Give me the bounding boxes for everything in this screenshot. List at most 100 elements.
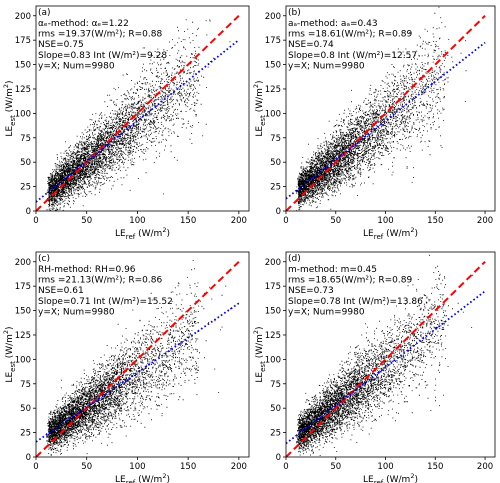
stats-annotation: rms =21.13(W/m²); R=0.86 [38,276,162,286]
x-tick-label: 150 [180,216,196,226]
panel-label: (a) [38,8,51,18]
y-tick-label: 75 [20,380,31,390]
one-to-one-line [36,15,240,211]
y-tick-label: 100 [15,355,31,365]
y-tick-label: 75 [270,134,281,144]
y-tick-label: 25 [20,429,31,439]
y-axis-label: LEest (W/m2) [252,326,267,382]
stats-annotation: Slope=0.78 Int (W/m²)=13.86 [288,297,423,307]
stats-annotation: rms =19.37(W/m²); R=0.88 [38,30,162,40]
one-to-one-line [36,261,240,457]
stats-annotation: m-method: m=0.45 [288,265,377,275]
x-tick-label: 0 [33,216,38,226]
y-tick-label: 150 [265,61,281,71]
y-tick-label: 175 [265,282,281,292]
x-tick-label: 0 [283,462,288,472]
panel-label: (c) [38,254,50,264]
y-tick-label: 150 [265,307,281,317]
plot-frame [285,251,496,458]
panel-label: (b) [288,8,301,18]
stats-annotation: NSE=0.75 [38,40,84,50]
y-tick-label: 125 [265,331,281,341]
y-tick-label: 125 [15,85,31,95]
x-axis-label: LEref (W/m2) [363,472,418,483]
stats-annotation: y=X; Num=9980 [38,61,115,71]
y-tick-label: 175 [15,282,31,292]
x-tick-label: 100 [377,216,393,226]
stats-annotation: y=X; Num=9980 [288,61,365,71]
stats-annotation: RH-method: RH=0.96 [38,265,136,275]
x-tick-label: 150 [180,462,196,472]
x-tick-label: 200 [477,462,493,472]
x-tick-label: 100 [129,462,145,472]
x-tick-label: 50 [330,216,341,226]
x-tick-label: 200 [477,216,493,226]
plot-frame [285,5,496,212]
y-tick-label: 175 [15,36,31,46]
y-tick-label: 50 [20,404,31,414]
y-tick-label: 175 [265,36,281,46]
y-tick-label: 25 [270,429,281,439]
stats-annotation: Slope=0.83 Int (W/m²)=9.28 [38,51,167,61]
x-axis-label: LEref (W/m2) [363,226,418,241]
stats-annotation: Slope=0.8 Int (W/m²)=12.57 [288,51,417,61]
stats-annotation: Slope=0.71 Int (W/m²)=15.52 [38,297,173,307]
scatter-points [46,19,231,211]
scatter-panel: 0 50 100 150 200 0 25 50 75 100 125 150 175 200 LEref … [2,251,250,483]
x-tick-label: 0 [33,462,38,472]
stats-annotation: rms =18.61(W/m²); R=0.89 [288,30,412,40]
y-tick-label: 200 [265,258,281,268]
x-axis-label: LEref (W/m2) [115,472,170,483]
stats-annotation: y=X; Num=9980 [288,307,365,317]
scatter-points [296,254,474,456]
y-tick-label: 50 [270,404,281,414]
scatter-panel: 0 50 100 150 200 0 25 50 75 100 125 150 175 200 LEref … [252,251,496,483]
fit-line [286,290,486,445]
x-tick-label: 50 [81,462,92,472]
plot-frame [35,5,250,212]
stats-annotation: aₐ-method: aₐ=0.43 [288,19,378,29]
y-tick-label: 100 [265,355,281,365]
panel-label: (d) [288,254,301,264]
y-tick-label: 75 [270,380,281,390]
x-tick-label: 100 [129,216,145,226]
y-tick-label: 0 [26,453,31,463]
y-tick-label: 0 [26,207,31,217]
x-tick-label: 0 [283,216,288,226]
y-tick-label: 100 [265,109,281,119]
y-tick-label: 75 [20,134,31,144]
y-tick-label: 0 [276,453,281,463]
x-tick-label: 50 [81,216,92,226]
fit-line [36,302,240,443]
one-to-one-line [286,261,486,457]
stats-annotation: NSE=0.61 [38,286,84,296]
y-axis-label: LEest (W/m2) [252,80,267,136]
y-tick-label: 25 [20,183,31,193]
scatter-points [46,260,231,456]
plot-frame [35,251,250,458]
y-axis-label: LEest (W/m2) [2,326,17,382]
stats-annotation: αₑ-method: αₑ=1.22 [38,19,129,29]
x-axis-label: LEref (W/m2) [115,226,170,241]
y-tick-label: 0 [276,207,281,217]
scatter-panel: 0 50 100 150 200 0 25 50 75 100 125 150 175 200 LEref … [252,5,496,241]
y-tick-label: 200 [15,12,31,22]
stats-annotation: y=X; Num=9980 [38,307,115,317]
scatter-panel: 0 50 100 150 200 0 25 50 75 100 125 150 175 200 LEref … [2,5,250,241]
y-tick-label: 50 [270,158,281,168]
y-axis-label: LEest (W/m2) [2,80,17,136]
x-tick-label: 100 [377,462,393,472]
y-tick-label: 50 [20,158,31,168]
stats-annotation: NSE=0.74 [288,40,334,50]
y-tick-label: 200 [265,12,281,22]
y-tick-label: 125 [265,85,281,95]
stats-annotation: NSE=0.73 [288,286,334,296]
fit-line [36,39,240,203]
one-to-one-line [286,15,486,211]
y-tick-label: 100 [15,109,31,119]
y-tick-label: 125 [15,331,31,341]
stats-annotation: rms =18.65(W/m²); R=0.89 [288,276,412,286]
x-tick-label: 200 [231,462,247,472]
y-tick-label: 150 [15,307,31,317]
